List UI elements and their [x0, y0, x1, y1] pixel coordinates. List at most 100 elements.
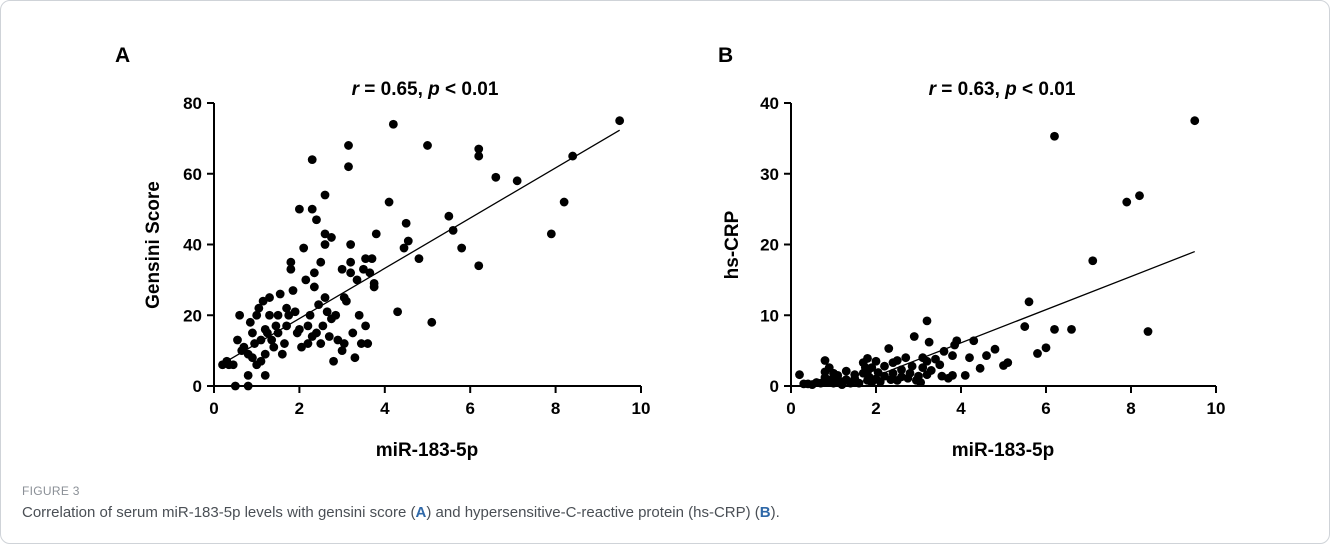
panel-b-data-point — [1050, 325, 1059, 334]
panel-a-data-point — [352, 275, 362, 285]
panel-a-data-point — [559, 197, 569, 207]
panel-a-x-tick-label: 10 — [632, 399, 651, 418]
panel-a-data-point — [384, 197, 394, 207]
panel-a-data-point — [320, 240, 330, 249]
panel-a-data-point — [491, 172, 501, 182]
panel-b-data-point — [892, 356, 902, 365]
panel-b-data-point — [1003, 358, 1013, 368]
panel-b-data-point — [982, 351, 991, 360]
panel-b-x-tick-label: 4 — [956, 399, 966, 418]
panel-a-stat-title: r = 0.65, p < 0.01 — [352, 79, 499, 100]
figure-panels: A r = 0.65, p < 0.01 Gensini Score miR-1… — [115, 44, 1225, 461]
panel-a-data-point — [309, 268, 319, 278]
panel-a-data-point — [273, 328, 283, 338]
panel-b-stat-p-value: < 0.01 — [1017, 79, 1076, 100]
panel-b-data-point — [952, 336, 962, 346]
panel-a-data-point — [280, 339, 289, 348]
panel-a-data-point — [361, 321, 370, 331]
panel-a-data-point — [346, 257, 356, 267]
panel-a-data-point — [307, 204, 317, 214]
panel-a-data-point — [348, 328, 358, 338]
panel-a-data-point — [312, 215, 321, 225]
panel-a-data-point — [267, 335, 277, 345]
panel-a-data-point — [546, 229, 556, 239]
panel-a-data-point — [339, 339, 349, 348]
panel-b-data-point — [922, 356, 932, 366]
panel-a-data-point — [448, 225, 458, 235]
panel-a-data-point — [277, 349, 287, 359]
panel-a-data-point — [295, 325, 304, 334]
panel-b-data-point — [880, 361, 889, 371]
panel-b-data-point — [965, 353, 974, 363]
panel-b-data-point — [871, 356, 881, 366]
panel-a-data-point — [331, 310, 341, 320]
panel-b-y-tick-label: 0 — [770, 377, 779, 396]
panel-a-data-point — [474, 144, 484, 154]
figure-caption: Correlation of serum miR-183-5p levels w… — [22, 504, 780, 521]
panel-a-data-point — [403, 236, 413, 246]
panel-a-stat-r-value: = 0.65, — [359, 79, 428, 100]
panel-b-data-point — [922, 316, 932, 326]
panel-b-data-point — [867, 363, 877, 373]
panel-a-data-point — [444, 211, 454, 221]
panel-a-data-point — [615, 116, 625, 126]
panel-b-data-point — [1122, 197, 1132, 207]
panel-b-chart: B r = 0.63, p < 0.01 hs-CRP miR-183-5p 0… — [718, 44, 1225, 461]
panel-b-data-point — [1033, 349, 1042, 358]
panel-a-data-point — [423, 141, 432, 150]
panel-b-x-tick-label: 2 — [871, 399, 880, 418]
panel-a-data-point — [568, 151, 578, 161]
panel-a-data-point — [252, 310, 262, 320]
panel-a-data-point — [512, 176, 522, 186]
panel-b-data-point — [916, 378, 926, 387]
panel-b-data-point — [1135, 191, 1144, 201]
panel-a-x-tick-label: 2 — [295, 399, 304, 418]
panel-a-data-point — [282, 303, 291, 313]
panel-a-x-tick-label: 6 — [465, 399, 474, 418]
panel-a-data-point — [361, 254, 370, 264]
panel-a-data-point — [320, 293, 330, 302]
panel-b-data-point — [935, 360, 945, 370]
panel-b-data-point — [924, 337, 934, 347]
panel-b-x-tick-label: 10 — [1207, 399, 1226, 418]
panel-a-data-point — [427, 317, 437, 327]
panel-a-data-point — [367, 254, 377, 264]
panel-a-data-point — [414, 254, 424, 264]
panel-b-data-point — [948, 351, 957, 360]
panel-a-data-point — [322, 307, 332, 317]
panel-a-data-point — [248, 328, 257, 338]
panel-a-data-point — [337, 264, 347, 274]
panel-a-data-point — [356, 339, 366, 348]
panel-b-stat-r-value: = 0.63, — [936, 79, 1005, 100]
panel-a-data-point — [401, 218, 411, 228]
panel-a-data-point — [318, 321, 328, 331]
panel-b-y-tick-label: 10 — [760, 306, 779, 325]
panel-b-data-point — [884, 344, 894, 353]
panel-b-data-point — [1020, 322, 1030, 331]
panel-b-x-tick-label: 6 — [1041, 399, 1050, 418]
panel-b-y-axis-label: hs-CRP — [722, 210, 743, 279]
panel-a-data-point — [314, 300, 324, 310]
panel-a-data-point — [329, 356, 338, 366]
panel-a-data-point — [354, 310, 364, 320]
panel-b-data-point — [850, 370, 860, 380]
panel-a-data-point — [365, 268, 375, 278]
panel-a-x-tick-label: 4 — [380, 399, 390, 418]
panel-b-data-point — [1024, 297, 1034, 307]
panel-b-data-point — [863, 354, 872, 363]
panel-b-letter: B — [718, 44, 733, 67]
panel-a-data-point — [265, 310, 274, 320]
panel-a-data-point — [393, 307, 403, 317]
panel-b-data-point — [975, 363, 985, 373]
panel-a-y-tick-label: 20 — [183, 306, 202, 325]
panel-a-data-point — [265, 293, 274, 302]
panel-a-data-point — [254, 303, 264, 313]
panel-a-data-point — [344, 141, 353, 150]
panel-a-data-point — [269, 342, 279, 352]
panel-b-stat-p: p — [1004, 79, 1017, 100]
panel-a-data-point — [284, 310, 294, 320]
panel-b-regression-line — [850, 250, 1195, 387]
panel-b-data-point — [901, 353, 911, 363]
panel-a-data-point — [260, 349, 270, 359]
panel-a-data-point — [341, 296, 351, 306]
